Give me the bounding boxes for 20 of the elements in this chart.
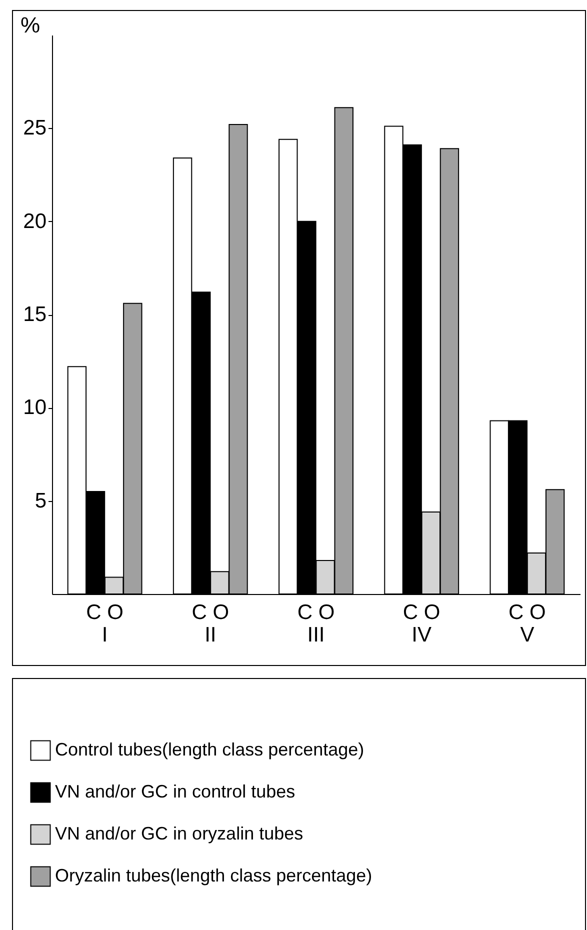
legend-label: VN and/or GC in oryzalin tubes — [55, 824, 304, 844]
x-tick-label: V — [520, 624, 534, 646]
text: C O — [402, 601, 440, 624]
y-tick-label: 15 — [23, 303, 46, 326]
legend-label: Oryzalin tubes(length class percentage) — [55, 866, 372, 886]
legend-label: Control tubes(length class percentage) — [55, 740, 364, 760]
y-tick-label: 10 — [23, 396, 46, 420]
y-tick-label: 25 — [23, 116, 46, 140]
text: C O — [192, 601, 230, 624]
y-axis-title: % — [20, 12, 40, 38]
x-tick-label: I — [102, 624, 108, 646]
text: C O — [297, 601, 335, 624]
y-tick-label: 5 — [34, 489, 46, 512]
y-tick-label: 20 — [23, 210, 46, 233]
x-tick-label: III — [307, 624, 325, 646]
text: C O — [508, 601, 546, 624]
x-tick-label: IV — [412, 624, 432, 646]
text: C O — [86, 601, 124, 624]
x-tick-label: II — [204, 624, 216, 646]
legend-label: VN and/or GC in control tubes — [55, 782, 296, 802]
